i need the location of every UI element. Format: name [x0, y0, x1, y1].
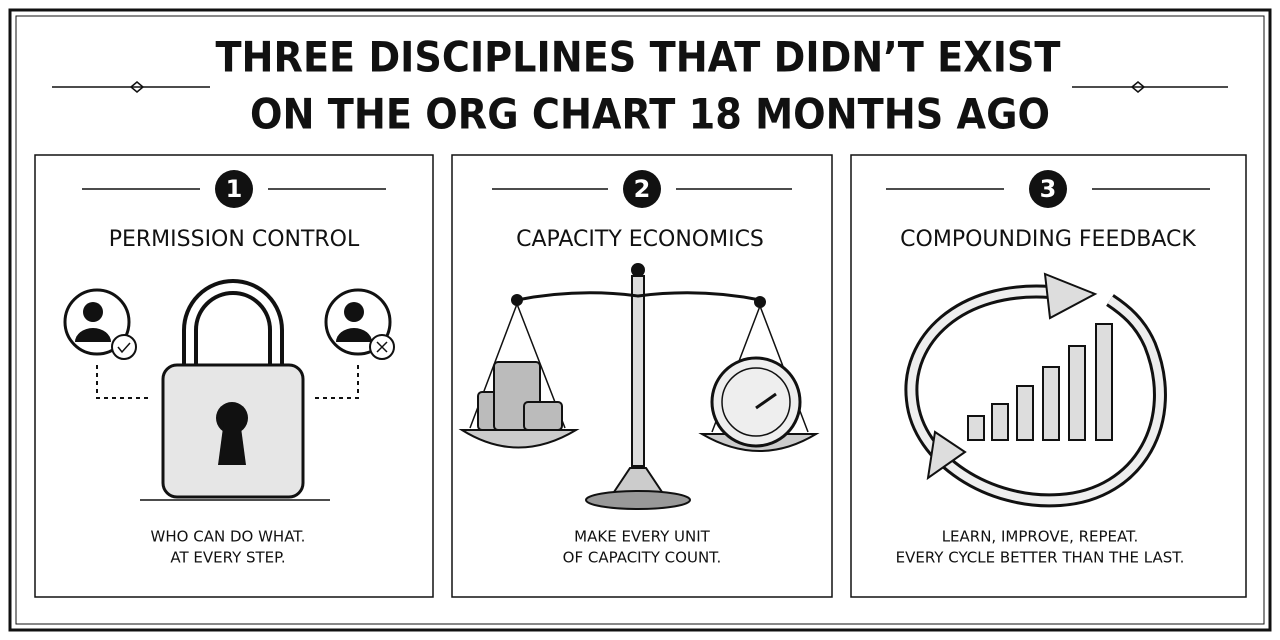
- scale-icon: [458, 263, 820, 510]
- panel-frame: [34, 154, 434, 598]
- panel-frame: [451, 154, 833, 598]
- panel-heading: PERMISSION CONTROL: [109, 227, 360, 252]
- panel-caption: LEARN, IMPROVE, REPEAT.: [942, 528, 1139, 546]
- panel-heading: CAPACITY ECONOMICS: [516, 227, 764, 252]
- panel-caption: MAKE EVERY UNIT: [574, 528, 711, 546]
- panel-caption: OF CAPACITY COUNT.: [563, 549, 722, 567]
- panel-number: 3: [1040, 175, 1057, 203]
- outer-border: [8, 8, 1272, 632]
- lock-icon: [63, 279, 395, 501]
- panel-caption: AT EVERY STEP.: [170, 549, 285, 567]
- panel-frame: [850, 154, 1247, 598]
- title-line: THREE DISCIPLINES THAT DIDN’T EXIST: [216, 33, 1061, 82]
- inner-border: [15, 15, 1265, 625]
- number-badge: [215, 170, 253, 208]
- panel-caption: EVERY CYCLE BETTER THAN THE LAST.: [896, 549, 1185, 567]
- number-badge: [623, 170, 661, 208]
- feedback-icon: [904, 272, 1167, 508]
- title-ornament: [52, 81, 1228, 93]
- panel-caption: WHO CAN DO WHAT.: [151, 528, 306, 546]
- panel-number: 2: [634, 175, 651, 203]
- title-line: ON THE ORG CHART 18 MONTHS AGO: [250, 90, 1050, 139]
- panel-number: 1: [226, 175, 243, 203]
- number-badge: [1029, 170, 1067, 208]
- panel-heading: COMPOUNDING FEEDBACK: [900, 227, 1196, 252]
